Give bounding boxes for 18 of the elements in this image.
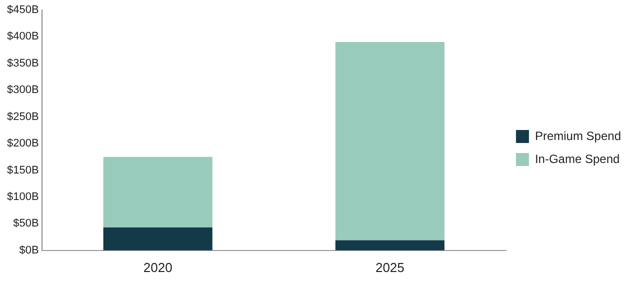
y-tick-label: $100B bbox=[6, 191, 39, 204]
y-tick-label: $50B bbox=[13, 218, 39, 230]
y-tick-label: $0B bbox=[19, 244, 39, 256]
y-tick-label: $350B bbox=[6, 57, 39, 70]
y-tick-label: $150B bbox=[6, 164, 39, 176]
bar bbox=[103, 156, 212, 228]
legend-label: In-Game Spend bbox=[534, 152, 620, 166]
y-tick-label: $250B bbox=[6, 110, 39, 123]
legend-label: Premium Spend bbox=[534, 128, 622, 143]
bar bbox=[335, 42, 444, 240]
y-tick-label: $200B bbox=[6, 138, 39, 150]
y-tick-label: $300B bbox=[6, 84, 39, 96]
y-tick-label: $450B bbox=[6, 4, 39, 16]
x-tick-label: 2020 bbox=[143, 260, 172, 275]
bar bbox=[335, 240, 444, 250]
bar bbox=[103, 227, 212, 250]
x-tick-label: 2025 bbox=[375, 260, 404, 275]
y-tick-label: $400B bbox=[6, 30, 39, 43]
